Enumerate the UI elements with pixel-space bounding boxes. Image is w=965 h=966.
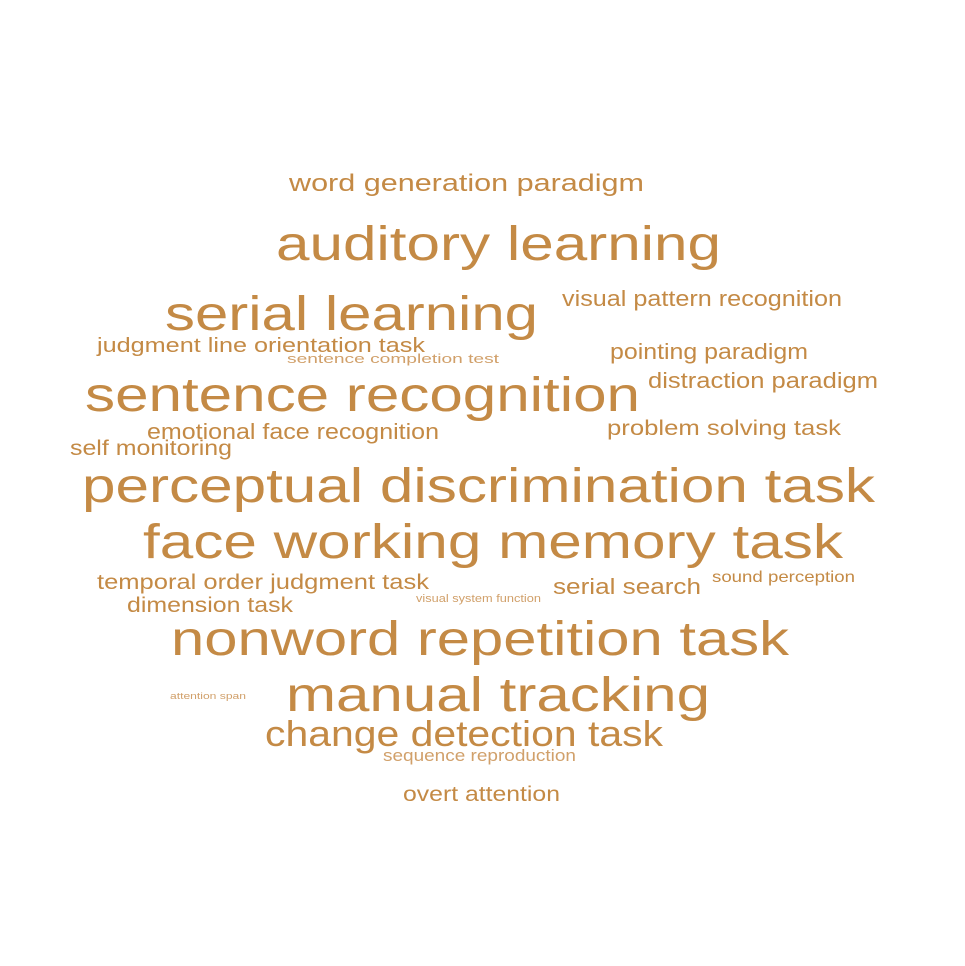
word-distraction-paradigm: distraction paradigm [648, 368, 879, 393]
word-problem-solving-task: problem solving task [607, 417, 841, 440]
word-face-working-memory-task: face working memory task [143, 516, 844, 569]
word-visual-pattern-recognition: visual pattern recognition [562, 286, 843, 311]
word-pointing-paradigm: pointing paradigm [610, 339, 808, 364]
word-dimension-task: dimension task [127, 594, 294, 617]
word-nonword-repetition-task: nonword repetition task [171, 613, 789, 666]
word-sequence-reproduction: sequence reproduction [383, 746, 576, 765]
word-auditory-learning: auditory learning [276, 218, 721, 271]
word-overt-attention: overt attention [403, 783, 560, 806]
word-perceptual-discrimination-task: perceptual discrimination task [82, 460, 876, 513]
word-word-generation-paradigm: word generation paradigm [289, 170, 644, 197]
word-visual-system-function: visual system function [416, 593, 541, 605]
word-temporal-order-judgment-task: temporal order judgment task [97, 571, 430, 594]
word-sentence-recognition: sentence recognition [85, 369, 640, 422]
word-emotional-face-recognition: emotional face recognition [147, 419, 439, 444]
word-serial-search: serial search [553, 574, 702, 599]
word-serial-learning: serial learning [165, 288, 538, 341]
word-judgment-line-orientation-task: judgment line orientation task [97, 335, 426, 357]
word-self-monitoring: self monitoring [70, 437, 233, 460]
word-sentence-completion-test: sentence completion test [287, 351, 499, 366]
word-sound-perception: sound perception [712, 569, 855, 586]
word-attention-span: attention span [170, 691, 246, 701]
word-change-detection-task: change detection task [265, 713, 663, 754]
word-manual-tracking: manual tracking [286, 669, 710, 722]
